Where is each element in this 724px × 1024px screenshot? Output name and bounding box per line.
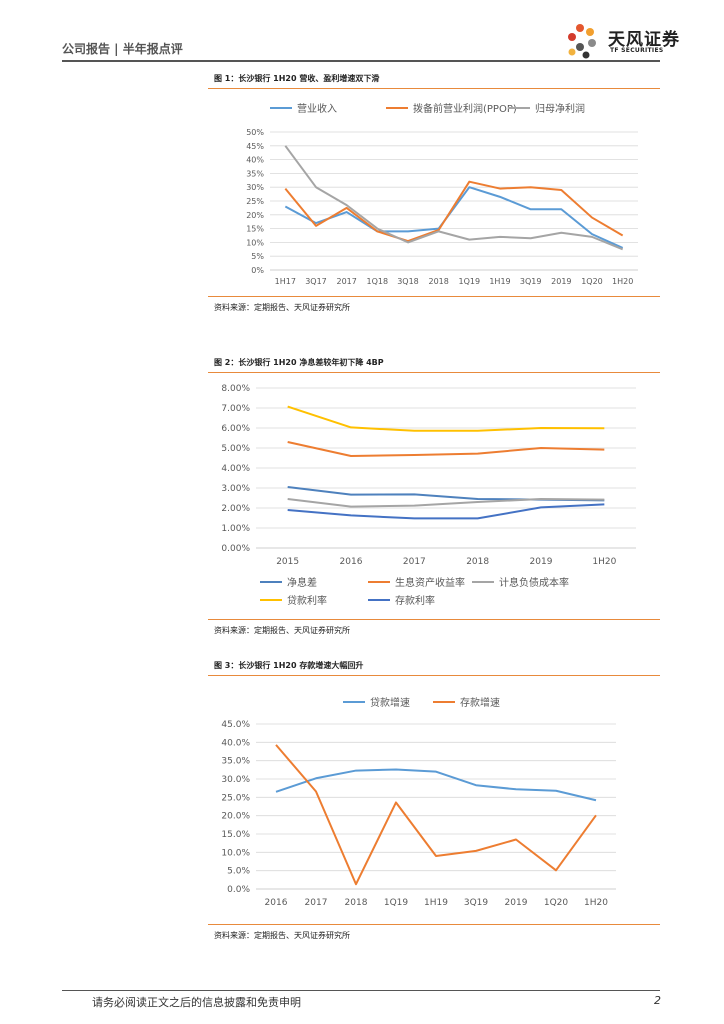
legend-label: 计息负债成本率 (499, 576, 569, 589)
y-tick-label: 20.0% (221, 812, 250, 822)
x-tick-label: 2018 (345, 898, 368, 908)
brand-name: 天风证券 (608, 30, 680, 50)
series-line-1 (284, 186, 624, 249)
figure-2-title: 图 2：长沙银行 1H20 净息差较年初下降 4BP (214, 358, 384, 367)
legend-label: 归母净利润 (535, 102, 585, 115)
y-tick-label: 35% (246, 169, 264, 178)
figure-3-source-rule (208, 924, 660, 925)
y-tick-label: 15.0% (221, 830, 250, 840)
legend-label: 存款增速 (460, 696, 500, 709)
legend-label: 拨备前营业利润(PPOP) (413, 102, 517, 115)
x-tick-label: 2019 (505, 898, 528, 908)
report-type-label: 公司报告 | 半年报点评 (62, 42, 183, 56)
y-tick-label: 15% (246, 225, 264, 234)
y-tick-label: 35.0% (221, 757, 250, 767)
x-tick-label: 3Q19 (464, 898, 489, 908)
x-tick-label: 1Q20 (581, 277, 603, 286)
figure-1-rule (208, 88, 660, 89)
figure-1-chart: 0% 5% 10% 15% 20% 25% 30% 35% 40% 45% 50% 1H17 3Q17 2… (246, 102, 638, 286)
x-tick-label: 3Q18 (397, 277, 419, 286)
x-tick-label: 1Q18 (367, 277, 389, 286)
x-tick-label: 2018 (428, 277, 448, 286)
y-tick-label: 5% (251, 252, 264, 261)
figure-3-rule (208, 675, 660, 676)
y-tick-label: 10.0% (221, 848, 250, 858)
series-line-3 (287, 498, 605, 508)
y-tick-label: 25.0% (221, 793, 250, 803)
figure-2-source: 资料来源：定期报告、天风证券研究所 (214, 626, 350, 635)
y-tick-label: 7.00% (221, 404, 250, 414)
y-tick-label: 50% (246, 128, 264, 137)
y-tick-label: 8.00% (221, 384, 250, 394)
x-tick-label: 1H20 (592, 557, 616, 567)
brand-sub: TF SECURITIES (610, 47, 664, 54)
y-tick-label: 0.0% (227, 885, 250, 895)
header-rule (62, 60, 660, 62)
x-tick-label: 2017 (305, 898, 328, 908)
y-tick-label: 0% (251, 266, 264, 275)
legend-label: 存款利率 (395, 594, 435, 607)
x-tick-label: 2016 (265, 898, 288, 908)
series-line-3 (284, 145, 624, 251)
y-tick-label: 40% (246, 156, 264, 165)
x-tick-label: 1Q19 (459, 277, 481, 286)
y-tick-label: 4.00% (221, 464, 250, 474)
y-tick-label: 40.0% (221, 738, 250, 748)
y-tick-label: 0.00% (221, 544, 250, 554)
figure-1-title: 图 1：长沙银行 1H20 营收、盈利增速双下滑 (214, 74, 380, 83)
y-tick-label: 30% (246, 183, 264, 192)
footer-disclaimer: 请务必阅读正文之后的信息披露和免责申明 (92, 996, 301, 1009)
x-tick-label: 2019 (551, 277, 571, 286)
y-tick-label: 30.0% (221, 775, 250, 785)
y-tick-label: 5.00% (221, 444, 250, 454)
x-tick-label: 1Q19 (384, 898, 409, 908)
x-tick-label: 1H19 (489, 277, 510, 286)
figure-2-chart: 0.00% 1.00% 2.00% 3.00% 4.00% 5.00% 6.00% 7.00%… (221, 384, 636, 607)
y-tick-label: 1.00% (221, 524, 250, 534)
series-line-2 (287, 441, 605, 457)
legend-label: 净息差 (287, 576, 317, 589)
y-tick-label: 20% (246, 211, 264, 220)
x-tick-label: 1H20 (584, 898, 608, 908)
y-tick-label: 10% (246, 238, 264, 247)
figure-2-source-rule (208, 619, 660, 620)
x-tick-label: 2017 (336, 277, 356, 286)
x-tick-label: 3Q19 (520, 277, 542, 286)
series-line-2 (284, 180, 624, 243)
page-number: 2 (654, 994, 661, 1007)
series-line-1 (275, 768, 597, 802)
figure-1-source-rule (208, 296, 660, 297)
legend-label: 营业收入 (297, 102, 337, 115)
y-tick-label: 45.0% (221, 720, 250, 730)
tf-securities-logo-icon (568, 24, 596, 59)
series-line-5 (287, 503, 605, 520)
legend-label: 生息资产收益率 (395, 576, 465, 589)
x-tick-label: 2016 (340, 557, 363, 567)
footer-rule (62, 990, 660, 991)
y-tick-label: 25% (246, 197, 264, 206)
y-tick-label: 6.00% (221, 424, 250, 434)
x-tick-label: 1H17 (275, 277, 296, 286)
series-line-2 (275, 744, 597, 886)
x-tick-label: 1H20 (612, 277, 633, 286)
x-tick-label: 2015 (276, 557, 299, 567)
legend-label: 贷款增速 (370, 696, 410, 709)
figure-3-title: 图 3：长沙银行 1H20 存款增速大幅回升 (214, 661, 364, 670)
x-tick-label: 3Q17 (305, 277, 327, 286)
x-tick-label: 1Q20 (544, 898, 569, 908)
y-tick-label: 2.00% (221, 504, 250, 514)
figure-3-chart: 0.0% 5.0% 10.0% 15.0% 20.0% 25.0% 30.0% 35.0% 40… (221, 696, 616, 908)
y-tick-label: 45% (246, 142, 264, 151)
y-tick-label: 5.0% (227, 867, 250, 877)
x-tick-label: 1H19 (424, 898, 448, 908)
series-line-4 (287, 405, 605, 432)
figure-1-source: 资料来源：定期报告、天风证券研究所 (214, 303, 350, 312)
y-tick-label: 3.00% (221, 484, 250, 494)
x-tick-label: 2019 (530, 557, 553, 567)
x-tick-label: 2017 (403, 557, 426, 567)
figure-2-rule (208, 372, 660, 373)
legend-label: 贷款利率 (287, 594, 327, 607)
x-tick-label: 2018 (466, 557, 489, 567)
figure-3-source: 资料来源：定期报告、天风证券研究所 (214, 931, 350, 940)
